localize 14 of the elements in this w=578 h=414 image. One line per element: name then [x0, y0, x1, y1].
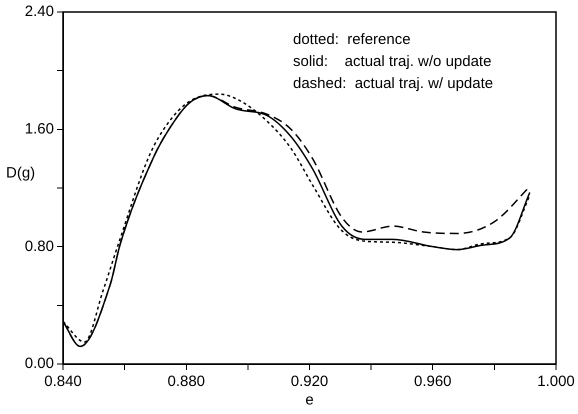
y-tick-label: 0.80 [24, 238, 54, 255]
x-tick-label: 0.920 [290, 373, 328, 390]
x-tick-label: 0.840 [44, 373, 82, 390]
y-tick-label: 0.00 [24, 355, 54, 372]
annotation: dashed: actual traj. w/ update [293, 75, 494, 92]
y-tick-label: 1.60 [24, 120, 54, 138]
x-tick-label: 0.960 [414, 373, 452, 390]
y-axis-title: D(g) [6, 164, 36, 182]
x-tick-label: 1.000 [537, 373, 575, 390]
x-axis-title: e [305, 392, 314, 409]
annotation: solid: actual traj. w/o update [293, 53, 492, 70]
y-tick-label: 2.40 [24, 3, 54, 20]
x-tick-label: 0.880 [167, 373, 206, 390]
annotation: dotted: reference [293, 31, 411, 48]
